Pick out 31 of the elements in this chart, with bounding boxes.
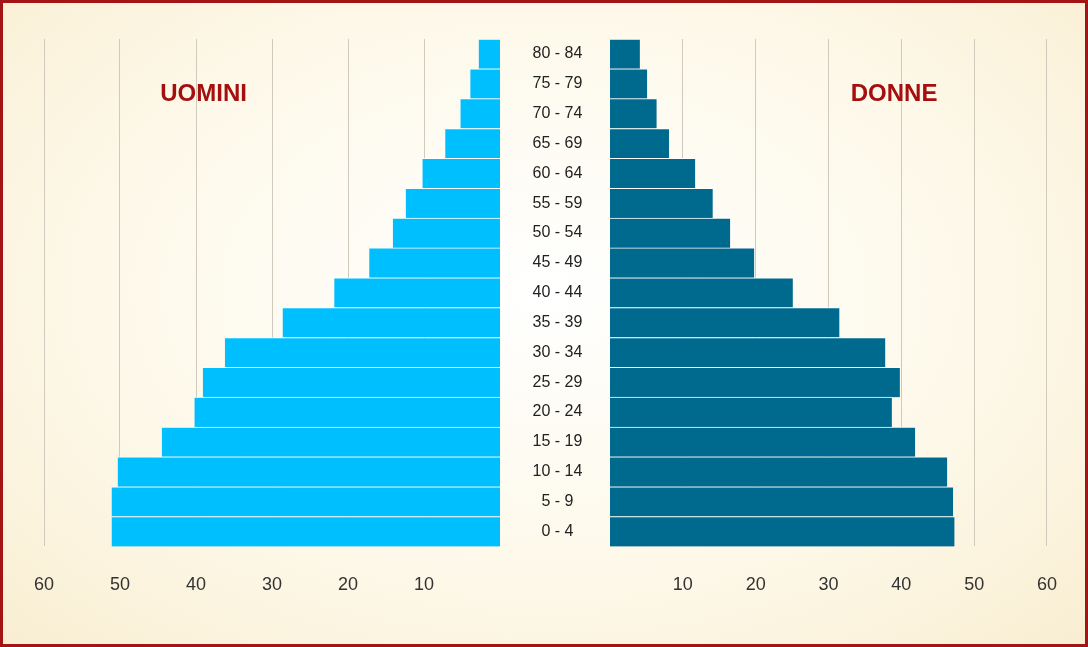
annotation: DONNE (850, 79, 938, 107)
y-tick-label: 80 - 84 (532, 44, 583, 62)
x-tick-label: 30 (261, 574, 283, 595)
x-tick-label: 20 (337, 574, 359, 595)
x-tick-label: 20 (745, 574, 766, 595)
y-tick-label: 40 - 44 (532, 283, 583, 301)
x-tick-label: 50 (964, 574, 985, 595)
x-tick-label: 60 (1036, 574, 1057, 595)
y-tick-label: 20 - 24 (532, 402, 583, 420)
y-tick-label: 75 - 79 (532, 74, 583, 92)
y-tick-label: 45 - 49 (532, 253, 583, 271)
y-tick-label: 50 - 54 (532, 223, 583, 241)
x-tick-label: 40 (891, 574, 912, 595)
y-tick-label: 65 - 69 (532, 133, 583, 151)
x-tick-label: 10 (672, 574, 693, 595)
y-tick-label: 55 - 59 (532, 193, 583, 211)
y-tick-label: 5 - 9 (541, 492, 574, 510)
y-tick-label: 30 - 34 (532, 342, 583, 360)
x-tick-label: 10 (413, 574, 435, 595)
x-tick-label: 60 (33, 574, 55, 595)
y-tick-label: 25 - 29 (532, 372, 583, 390)
y-tick-label: 35 - 39 (532, 312, 583, 330)
y-tick-label: 0 - 4 (541, 521, 574, 539)
x-tick-label: 30 (818, 574, 839, 595)
y-tick-label: 70 - 74 (532, 104, 583, 122)
y-tick-label: 10 - 14 (532, 462, 583, 480)
annotation: UOMINI (160, 79, 247, 107)
x-tick-label: 40 (185, 574, 207, 595)
x-tick-label: 50 (109, 574, 131, 595)
y-tick-label: 60 - 64 (532, 163, 583, 181)
y-tick-label: 15 - 19 (532, 432, 583, 450)
